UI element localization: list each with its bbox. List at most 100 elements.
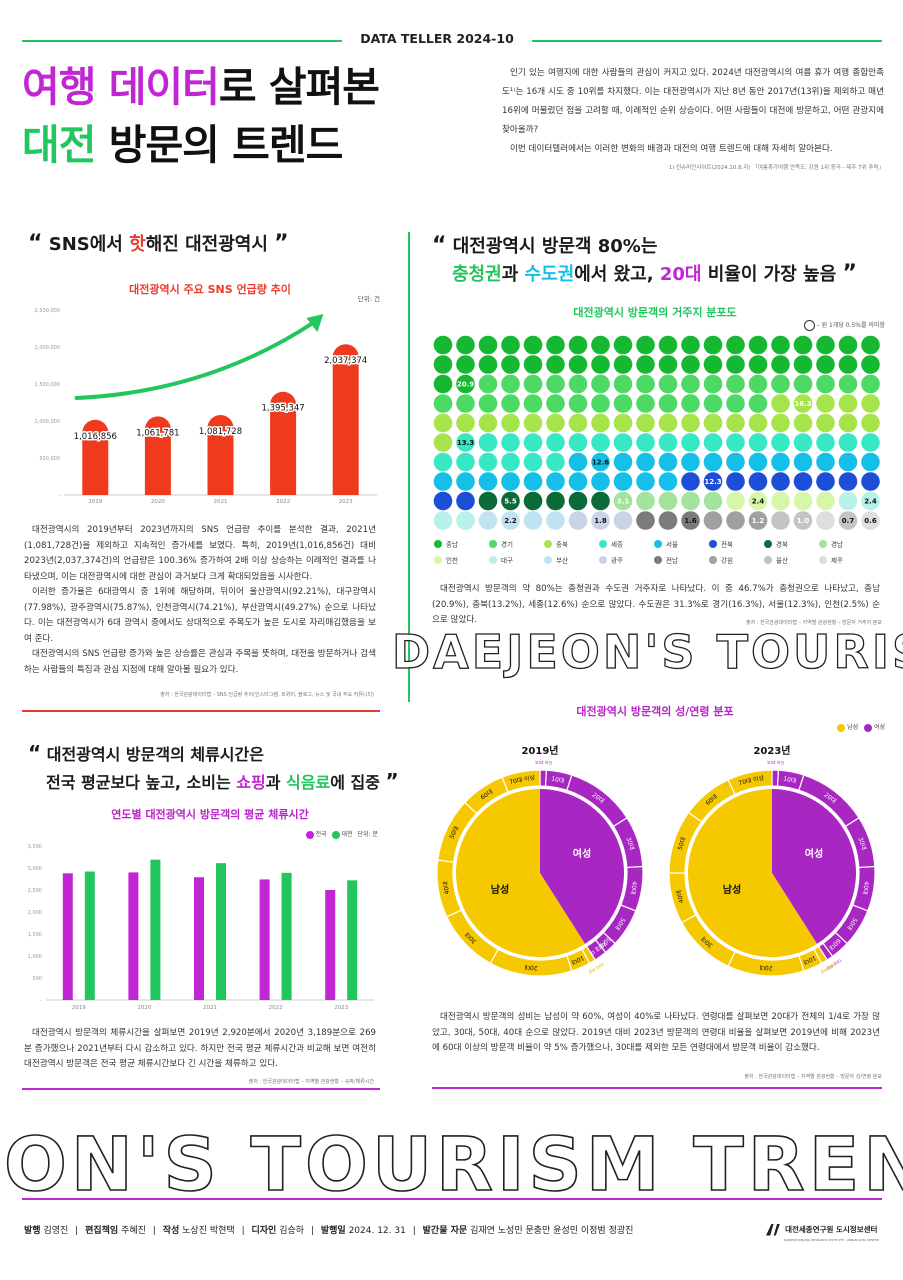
dot-울산 bbox=[838, 511, 858, 530]
outer-label: 20대 bbox=[759, 963, 773, 972]
dot-서울 bbox=[433, 472, 453, 491]
x-tick-label: 2023 bbox=[334, 1005, 348, 1011]
outer-label: 20대 bbox=[524, 963, 538, 972]
dot-세종 bbox=[613, 433, 633, 452]
dot-충북 bbox=[816, 394, 835, 413]
dot-충북 bbox=[523, 413, 543, 433]
dot-인천 bbox=[726, 491, 745, 511]
quote-close: ” bbox=[842, 261, 857, 286]
dot-경남 bbox=[613, 491, 633, 511]
dot-경기 bbox=[523, 374, 543, 394]
donut-year-title: 2023년 bbox=[753, 744, 790, 757]
dot-note: – 원 1개당 0.5%를 의미함 bbox=[720, 320, 885, 331]
dot-value-label: 0.7 bbox=[842, 517, 855, 525]
dot-충남 bbox=[793, 335, 813, 355]
inner-label-female: 여성 bbox=[805, 847, 823, 860]
dot-세종 bbox=[523, 452, 543, 472]
dot-인천 bbox=[771, 491, 790, 511]
org-name-en: DAEJEON SEJONG RESEARCH INSTITUTE · URBA… bbox=[784, 1238, 879, 1242]
legend-swatch-경북 bbox=[764, 540, 772, 548]
dot-경기 bbox=[658, 374, 678, 394]
dot-서울 bbox=[748, 452, 768, 472]
dot-충남 bbox=[726, 335, 745, 355]
quote-open: “ bbox=[28, 741, 42, 765]
x-tick-label: 2020 bbox=[151, 499, 165, 505]
dot-경기 bbox=[478, 374, 498, 394]
bar-base-2022 bbox=[270, 481, 297, 495]
y-tick-label: 2,500,000 bbox=[35, 308, 60, 314]
donut-year-title: 2019년 bbox=[521, 744, 558, 757]
dot-서울 bbox=[726, 452, 745, 472]
stay-chart: - 500 1,000 1,500 2,000 2,500 3,000 3,500 2019 20… bbox=[28, 844, 374, 1011]
mid-banner-text: DAEJEON'S TOURISM TR bbox=[392, 625, 903, 679]
dot-충남 bbox=[433, 335, 453, 355]
dot-경기 bbox=[816, 374, 835, 394]
x-tick-label: 2021 bbox=[214, 499, 228, 505]
legend-label-전북: 전북 bbox=[721, 540, 733, 549]
dot-서울 bbox=[456, 472, 475, 491]
y-tick-label: 1,000,000 bbox=[35, 419, 60, 425]
sns-chart: - 500,000 1,000,000 1,500,000 2,000,000 2,500… bbox=[35, 308, 377, 505]
dot-경기 bbox=[591, 374, 610, 394]
dot-value-label: 13.3 bbox=[457, 439, 474, 447]
dot-경기 bbox=[456, 394, 475, 413]
legend-swatch-울산 bbox=[764, 556, 772, 564]
dot-충남 bbox=[523, 335, 543, 355]
dot-제주 bbox=[816, 511, 835, 530]
dot-경기 bbox=[861, 374, 880, 394]
dot-울산 bbox=[793, 511, 813, 530]
bar-base-2020 bbox=[144, 481, 171, 495]
dot-서울 bbox=[568, 452, 588, 472]
dot-부산 bbox=[478, 511, 498, 530]
dot-경기 bbox=[591, 394, 610, 413]
dot-서울 bbox=[613, 472, 633, 491]
dot-충남 bbox=[838, 355, 858, 374]
dot-세종 bbox=[793, 433, 813, 452]
dot-충남 bbox=[681, 355, 700, 374]
dot-세종 bbox=[501, 452, 520, 472]
dot-인천 bbox=[816, 491, 835, 511]
bar-대전-2019 bbox=[84, 871, 95, 1000]
credit-label: 편집책임 bbox=[85, 1226, 119, 1236]
bar-base-2019 bbox=[82, 481, 109, 495]
dot-경기 bbox=[501, 374, 520, 394]
dot-충남 bbox=[546, 355, 565, 374]
legend-swatch-세종 bbox=[599, 540, 607, 548]
dot-충북 bbox=[546, 413, 565, 433]
sns-paragraph-1: 대전광역시의 2019년부터 2023년까지의 SNS 언급량 추이를 분석한 … bbox=[24, 525, 376, 582]
dot-강원 bbox=[748, 511, 768, 530]
dot-경남 bbox=[703, 491, 723, 511]
dot-경기 bbox=[681, 394, 700, 413]
credit-value: 2024. 12. 31 bbox=[348, 1226, 406, 1236]
section1-headline: “ SNS에서 핫해진 대전광역시 ” bbox=[28, 230, 289, 256]
dot-경남 bbox=[636, 491, 655, 511]
dot-서울 bbox=[523, 472, 543, 491]
series-label: DATA TELLER 2024-10 bbox=[360, 31, 514, 46]
dot-경기 bbox=[838, 374, 858, 394]
dot-충남 bbox=[861, 355, 880, 374]
legend-swatch-부산 bbox=[544, 556, 552, 564]
dot-충남 bbox=[703, 335, 723, 355]
credit-label: 발간물 자문 bbox=[422, 1226, 468, 1236]
legend-label-충남: 충남 bbox=[446, 540, 458, 549]
dot-서울 bbox=[591, 472, 610, 491]
sns-paragraph-2: 이러한 증가율은 6대광역시 중 1위에 해당하며, 뒤이어 울산광역시(92.… bbox=[24, 587, 376, 644]
bottom-banner: ON'S TOURISM TREND bbox=[3, 1121, 903, 1200]
intro-footnote: 1) 컨슈머인사이트(2024.10.8.자) 「여름휴가여행 만족도, 강원 … bbox=[668, 165, 884, 171]
dot-서울 bbox=[793, 452, 813, 472]
title-rest-1: 로 살펴본 bbox=[218, 63, 380, 111]
dot-서울 bbox=[681, 452, 700, 472]
bar-전국-2020 bbox=[128, 872, 139, 1000]
dot-세종 bbox=[591, 433, 610, 452]
dot-세종 bbox=[523, 433, 543, 452]
dot-value-label: 12.6 bbox=[592, 459, 609, 467]
dot-충남 bbox=[771, 335, 790, 355]
dot-충북 bbox=[568, 413, 588, 433]
dot-충북 bbox=[816, 413, 835, 433]
dot-광주 bbox=[591, 511, 610, 530]
dot-충남 bbox=[771, 355, 790, 374]
x-tick-label: 2023 bbox=[339, 499, 353, 505]
dot-세종 bbox=[861, 433, 880, 452]
dot-경기 bbox=[613, 374, 633, 394]
data-label-2021: 1,081,728 bbox=[199, 427, 242, 437]
